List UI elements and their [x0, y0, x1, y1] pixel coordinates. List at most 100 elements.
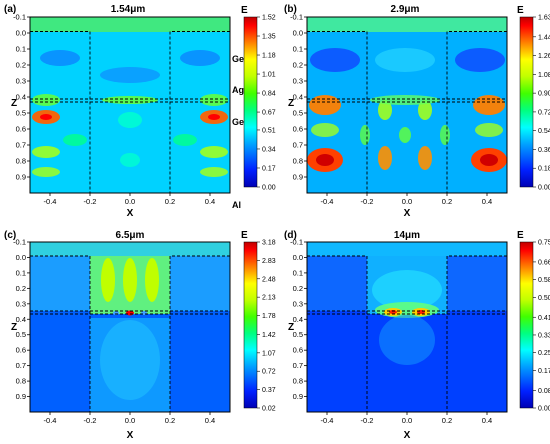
- y-tick-label: -0.1: [13, 13, 26, 22]
- air-region-c: [30, 242, 230, 256]
- colorbar-tick-label: 0.17: [262, 165, 276, 172]
- y-tick-label: 0.1: [16, 45, 26, 54]
- y-tick-label: 0.9: [16, 392, 26, 401]
- y-tick-label: 0.7: [16, 141, 26, 150]
- y-ticks-b: -0.1 0.0 0.1 0.2 0.3 0.4 0.5 0.6 0.7 0.8 0.9: [290, 13, 307, 182]
- field-patterns-a: [32, 50, 228, 177]
- colorbar-tick-label: 0.33: [538, 332, 550, 339]
- colorbar-ticks-a: 1.52 1.35 1.18 1.01 0.84 0.67 0.51 0.34 0.17 0.00: [257, 15, 276, 192]
- colorbar-tick-label: 0.37: [262, 387, 276, 394]
- colorbar-tick-label: 0.08: [538, 388, 550, 395]
- x-tick-label: 0.0: [402, 197, 412, 206]
- x-axis-label-b: X: [404, 208, 411, 219]
- panel-label-c: (c): [4, 230, 16, 241]
- field-patterns-c: [90, 256, 170, 412]
- x-tick-label: -0.4: [44, 416, 57, 425]
- structure-outline-c: [30, 255, 230, 412]
- colorbar-b: E 1.63 1.44 1.26 1.08 0.90 0.72 0.54 0.36 0.18 0.…: [517, 5, 550, 192]
- x-tick-label: -0.2: [361, 416, 374, 425]
- colorbar-tick-label: 2.48: [262, 276, 276, 283]
- x-tick-label: 0.2: [165, 197, 175, 206]
- y-tick-label: 0.9: [293, 173, 303, 182]
- colorbar-tick-label: 1.35: [262, 34, 276, 41]
- colorbar-ticks-d: 0.75 0.66 0.58 0.50 0.41 0.33 0.25 0.17 0.08 0.00: [533, 240, 550, 413]
- x-tick-label: 0.4: [482, 197, 492, 206]
- y-tick-label: 0.2: [16, 61, 26, 70]
- colorbar-tick-label: 0.00: [262, 185, 276, 192]
- colorbar-tick-label: 0.66: [538, 259, 550, 266]
- panel-title-d: 14μm: [394, 230, 420, 241]
- x-ticks-d: -0.4 -0.2 0.0 0.2 0.4: [321, 412, 492, 425]
- colorbar-tick-label: 1.01: [262, 72, 276, 79]
- field-patterns-d: [367, 256, 447, 365]
- plot-area-c: [29, 241, 231, 413]
- colorbar-tick-label: 1.52: [262, 15, 276, 22]
- panel-label-b: (b): [284, 4, 297, 15]
- plot-area-b: [306, 16, 508, 194]
- colorbar-tick-label: 0.18: [538, 166, 550, 173]
- colorbar-tick-label: 1.18: [262, 53, 276, 60]
- colorbar-c: E 3.18 2.83 2.48 2.13 1.78 1.42 1.07 0.72 0.37 0.…: [241, 230, 276, 413]
- colorbar-tick-label: 0.00: [538, 406, 550, 413]
- panel-c: (c) 6.5μm: [4, 230, 276, 441]
- y-tick-label: 0.7: [293, 141, 303, 150]
- y-tick-label: 0.0: [293, 253, 303, 262]
- panel-label-d: (d): [284, 230, 297, 241]
- y-tick-label: 0.6: [293, 346, 303, 355]
- colorbar-a: E 1.52 1.35 1.18 1.01 0.84 0.67 0.51 0.34 0.17 0.…: [241, 5, 276, 192]
- colorbar-tick-label: 0.84: [262, 91, 276, 98]
- y-tick-label: 0.7: [16, 361, 26, 370]
- y-tick-label: 0.5: [16, 330, 26, 339]
- panel-d: (d) 14μm -0: [284, 230, 550, 441]
- colorbar-tick-label: 1.63: [538, 15, 550, 22]
- x-tick-label: 0.0: [402, 416, 412, 425]
- colorbar-tick-label: 0.41: [538, 315, 550, 322]
- colorbar-tick-label: 0.51: [262, 127, 276, 134]
- x-tick-label: 0.2: [442, 416, 452, 425]
- structure-outline-d: [307, 255, 507, 412]
- colorbar-tick-label: 0.36: [538, 147, 550, 154]
- y-tick-label: 0.3: [293, 77, 303, 86]
- x-tick-label: -0.4: [321, 197, 334, 206]
- y-tick-label: 0.2: [293, 61, 303, 70]
- y-tick-label: 0.4: [293, 315, 303, 324]
- y-tick-label: 0.2: [16, 284, 26, 293]
- y-tick-label: 0.9: [293, 392, 303, 401]
- material-label-al: Al: [232, 200, 241, 210]
- x-ticks-c: -0.4 -0.2 0.0 0.2 0.4: [44, 412, 215, 425]
- colorbar-ticks-b: 1.63 1.44 1.26 1.08 0.90 0.72 0.54 0.36 0.18 0.00: [533, 15, 550, 192]
- y-tick-label: 0.4: [16, 93, 26, 102]
- x-tick-label: -0.2: [84, 197, 97, 206]
- colorbar-d: E 0.750.660.580.500.410.330.250.170.080.…: [517, 230, 550, 413]
- colorbar-tick-label: 0.34: [262, 146, 276, 153]
- y-axis-label-b: Z: [288, 98, 294, 109]
- x-tick-label: 0.0: [125, 197, 135, 206]
- y-tick-label: 0.9: [16, 173, 26, 182]
- y-tick-label: 0.6: [16, 346, 26, 355]
- colorbar-title-c: E: [241, 230, 248, 241]
- plot-area-d: [306, 241, 508, 413]
- air-region-d: [307, 242, 507, 256]
- y-ticks-c: -0.1 0.0 0.1 0.2 0.3 0.4 0.5 0.6 0.7 0.8 0.9: [13, 238, 30, 401]
- colorbar-tick-label: 1.78: [262, 313, 276, 320]
- y-tick-label: -0.1: [290, 13, 303, 22]
- y-tick-label: 0.8: [293, 157, 303, 166]
- field-patterns-b: [307, 48, 507, 172]
- y-tick-label: 0.4: [16, 315, 26, 324]
- colorbar-tick-label: 0.72: [538, 109, 550, 116]
- colorbar-tick-label: 0.00: [538, 185, 550, 192]
- y-tick-label: 0.5: [293, 330, 303, 339]
- colorbar-tick-label: 0.17: [538, 368, 550, 375]
- y-tick-label: 0.6: [16, 125, 26, 134]
- y-tick-label: -0.1: [13, 238, 26, 247]
- air-region-a: [30, 17, 230, 32]
- panel-label-a: (a): [4, 4, 16, 15]
- colorbar-tick-label: 1.26: [538, 53, 550, 60]
- y-tick-label: -0.1: [290, 238, 303, 247]
- panel-title-a: 1.54μm: [111, 4, 146, 15]
- x-ticks-b: -0.4 -0.2 0.0 0.2 0.4: [321, 193, 492, 206]
- colorbar-ticks-c: 3.18 2.83 2.48 2.13 1.78 1.42 1.07 0.72 0.37 0.02: [257, 240, 276, 413]
- colorbar-tick-label: 0.25: [538, 350, 550, 357]
- colorbar-tick-label: 0.50: [538, 295, 550, 302]
